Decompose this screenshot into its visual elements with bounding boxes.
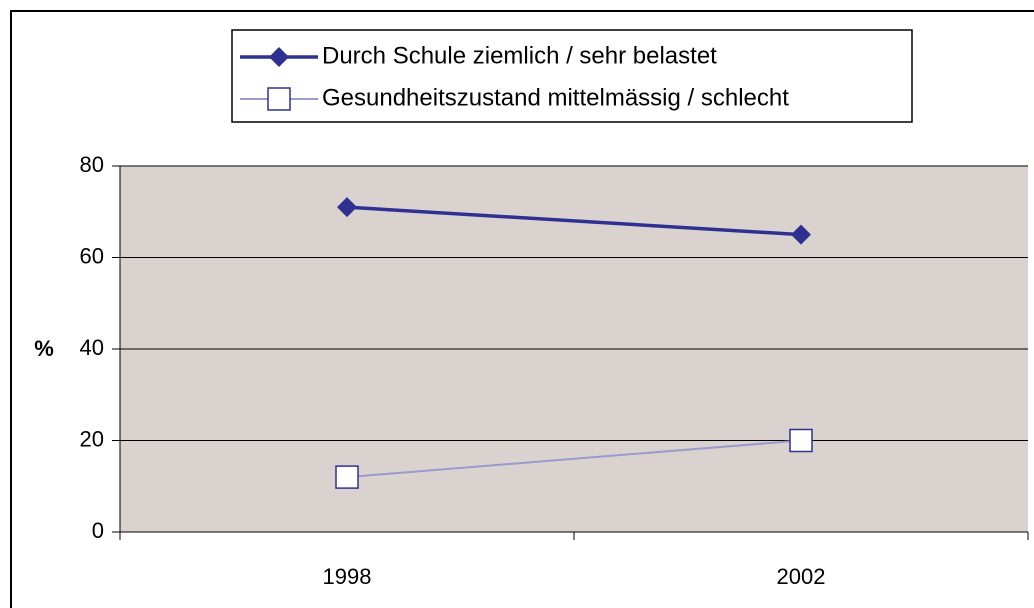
- y-tick-label: 40: [80, 335, 104, 360]
- x-tick-label: 2002: [777, 564, 826, 589]
- y-tick-label: 20: [80, 426, 104, 451]
- y-tick-label: 0: [92, 518, 104, 543]
- y-tick-label: 80: [80, 152, 104, 177]
- legend-label: Gesundheitszustand mittelmässig / schlec…: [322, 84, 789, 111]
- marker: [789, 428, 813, 453]
- marker: [337, 197, 357, 218]
- y-axis-title: %: [34, 336, 54, 361]
- series-line: [346, 205, 802, 237]
- legend-label: Durch Schule ziemlich / sehr belastet: [322, 42, 717, 69]
- legend: [231, 29, 913, 123]
- legend-marker: [269, 47, 289, 67]
- marker: [335, 465, 359, 489]
- legend-marker: [267, 87, 291, 111]
- y-tick-label: 60: [80, 243, 104, 268]
- marker: [791, 224, 811, 245]
- x-tick-label: 1998: [323, 564, 372, 589]
- series-line: [346, 439, 802, 479]
